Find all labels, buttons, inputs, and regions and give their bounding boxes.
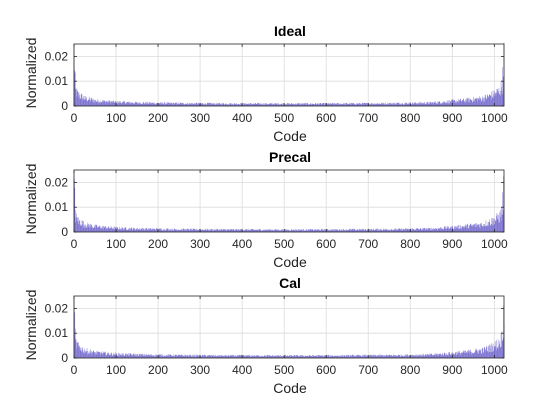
x-tick-label: 500 (274, 111, 294, 125)
x-tick-label: 100 (106, 237, 126, 251)
subplot-title: Precal (269, 149, 311, 165)
axes-box (73, 295, 505, 359)
plot-area (74, 44, 504, 106)
y-axis-label: Normalized (23, 290, 39, 361)
x-tick-label: 500 (274, 237, 294, 251)
x-tick-label: 300 (190, 111, 210, 125)
x-tick-label: 600 (316, 363, 336, 377)
axes-box (73, 169, 505, 233)
x-tick-label: 800 (400, 111, 420, 125)
x-tick-label: 700 (358, 237, 378, 251)
x-tick-label: 900 (442, 363, 462, 377)
y-tick-label: 0.01 (45, 326, 69, 340)
x-tick-label: 1000 (481, 111, 508, 125)
subplot-precal: Precal Normalized Code 0 100 200 300 400 500 6… (23, 149, 508, 270)
x-tick-label: 400 (232, 363, 252, 377)
x-tick-label: 900 (442, 111, 462, 125)
subplot-ideal: Ideal Normalized Code 0 100 200 300 400 500 60… (23, 23, 508, 144)
axes-box (73, 43, 505, 107)
plot-area (74, 170, 504, 232)
x-tick-label: 200 (148, 111, 168, 125)
x-tick-label: 1000 (481, 363, 508, 377)
y-tick-label: 0.02 (45, 175, 69, 189)
x-tick-label: 200 (148, 237, 168, 251)
y-axis-label: Normalized (23, 164, 39, 235)
histogram-bars (73, 295, 505, 358)
subplot-cal: Cal Normalized Code 0 100 200 300 400 500 600 7… (23, 275, 508, 396)
x-tick-label: 800 (400, 363, 420, 377)
x-tick-label: 800 (400, 237, 420, 251)
subplot-title: Cal (279, 275, 301, 291)
y-tick-label: 0.01 (45, 200, 69, 214)
x-tick-label: 600 (316, 111, 336, 125)
x-tick-label: 100 (106, 363, 126, 377)
x-tick-label: 100 (106, 111, 126, 125)
y-tick-label: 0 (61, 225, 68, 239)
y-axis-label: Normalized (23, 38, 39, 109)
x-axis-label: Code (273, 380, 307, 396)
y-tick-label: 0.01 (45, 74, 69, 88)
x-tick-label: 0 (71, 237, 78, 251)
x-tick-label: 300 (190, 363, 210, 377)
x-tick-label: 700 (358, 111, 378, 125)
subplot-title: Ideal (274, 23, 306, 39)
x-tick-label: 300 (190, 237, 210, 251)
x-tick-label: 1000 (481, 237, 508, 251)
y-tick-label: 0.02 (45, 49, 69, 63)
y-tick-label: 0 (61, 351, 68, 365)
x-axis-label: Code (273, 254, 307, 270)
plot-area (74, 296, 504, 358)
x-tick-label: 400 (232, 111, 252, 125)
x-tick-label: 200 (148, 363, 168, 377)
x-tick-label: 0 (71, 111, 78, 125)
x-axis-label: Code (273, 128, 307, 144)
y-tick-label: 0.02 (45, 301, 69, 315)
x-tick-label: 600 (316, 237, 336, 251)
x-tick-label: 500 (274, 363, 294, 377)
x-tick-label: 900 (442, 237, 462, 251)
y-tick-label: 0 (61, 99, 68, 113)
x-tick-label: 400 (232, 237, 252, 251)
x-tick-label: 0 (71, 363, 78, 377)
x-tick-label: 700 (358, 363, 378, 377)
